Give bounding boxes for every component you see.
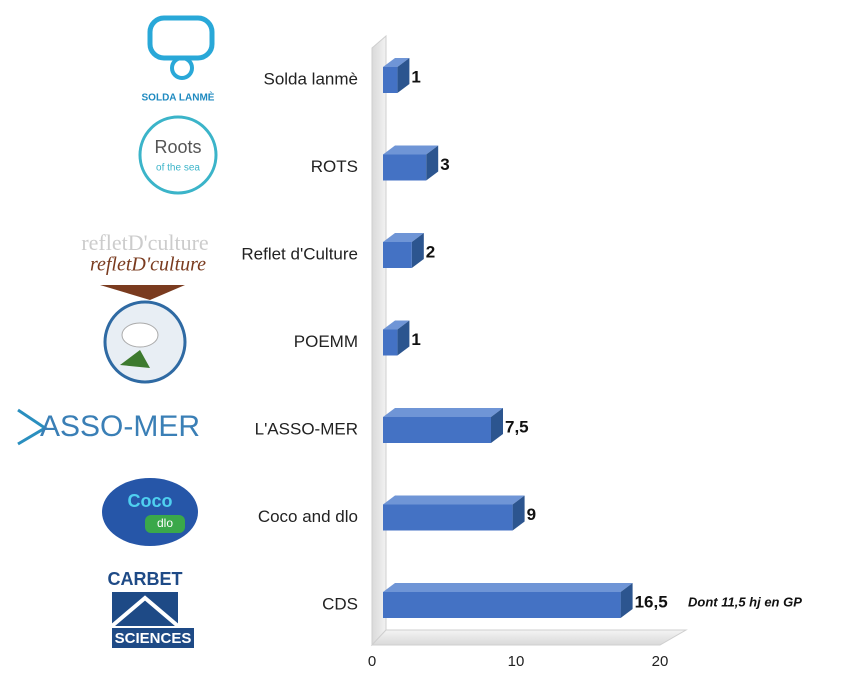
logo-poemm xyxy=(103,300,187,384)
logo-text: Coco xyxy=(128,491,173,511)
bar-side xyxy=(411,233,424,268)
logo-text: of the sea xyxy=(156,163,200,174)
floor xyxy=(370,629,688,646)
annotation: Dont 11,5 hj en GP xyxy=(688,594,802,609)
logo-text: Roots xyxy=(154,137,201,157)
logo-roots: Roots of the sea xyxy=(138,115,218,195)
category-label: CDS xyxy=(322,594,358,613)
logos: SOLDA LANMÈ Roots of the sea refletD'cul… xyxy=(17,15,218,648)
value-label: 1 xyxy=(411,330,420,349)
logo-coco: Coco dlo xyxy=(102,478,198,546)
logo-text: SOLDA LANMÈ xyxy=(142,91,215,104)
logo-text: refletD'culture xyxy=(90,254,206,276)
bar xyxy=(383,592,621,618)
bar-top xyxy=(383,145,439,155)
logo-text: CARBET xyxy=(108,569,183,589)
logo-text: dlo xyxy=(157,516,173,530)
bar-side xyxy=(397,58,410,93)
value-label: 9 xyxy=(527,505,536,524)
x-tick-label: 0 xyxy=(368,653,376,670)
category-label: ROTS xyxy=(311,157,358,176)
logo-cds: CARBET SCIENCES xyxy=(108,569,194,648)
bar-top xyxy=(383,320,410,330)
logo-text: ASSO-MER xyxy=(40,410,200,443)
value-label: 1 xyxy=(411,67,420,86)
bar xyxy=(383,329,398,356)
bar xyxy=(383,504,513,531)
bar-side xyxy=(426,145,439,181)
bar-top xyxy=(383,233,424,242)
value-label: 3 xyxy=(440,155,449,174)
bar-top xyxy=(383,408,503,417)
category-label: L'ASSO-MER xyxy=(255,419,358,438)
bar-side xyxy=(397,320,410,356)
bar-side xyxy=(512,495,525,531)
x-tick-label: 20 xyxy=(652,653,669,670)
category-label: Reflet d'Culture xyxy=(241,244,358,263)
logo-solda: SOLDA LANMÈ xyxy=(142,15,215,104)
bar-side xyxy=(491,408,503,443)
logo-text: refletD'culture xyxy=(81,230,208,255)
bar-top xyxy=(383,58,410,67)
value-label: 16,5 xyxy=(635,592,668,611)
category-label: POEMM xyxy=(294,332,358,351)
value-label: 2 xyxy=(426,242,435,261)
bar-top xyxy=(383,495,525,505)
bar xyxy=(383,67,398,93)
x-tick-label: 10 xyxy=(508,653,525,670)
bar-side xyxy=(620,583,633,618)
logo-reflet: refletD'culture refletD'culture xyxy=(81,230,209,300)
bar-top xyxy=(383,583,633,592)
category-label: Coco and dlo xyxy=(258,507,358,526)
bar xyxy=(383,417,491,443)
value-label: 7,5 xyxy=(505,417,529,436)
logo-assomer: ASSO-MER xyxy=(17,408,200,446)
logo-text: SCIENCES xyxy=(115,630,192,647)
bar xyxy=(383,154,427,181)
bar xyxy=(383,242,412,268)
category-label: Solda lanmè xyxy=(263,69,358,88)
